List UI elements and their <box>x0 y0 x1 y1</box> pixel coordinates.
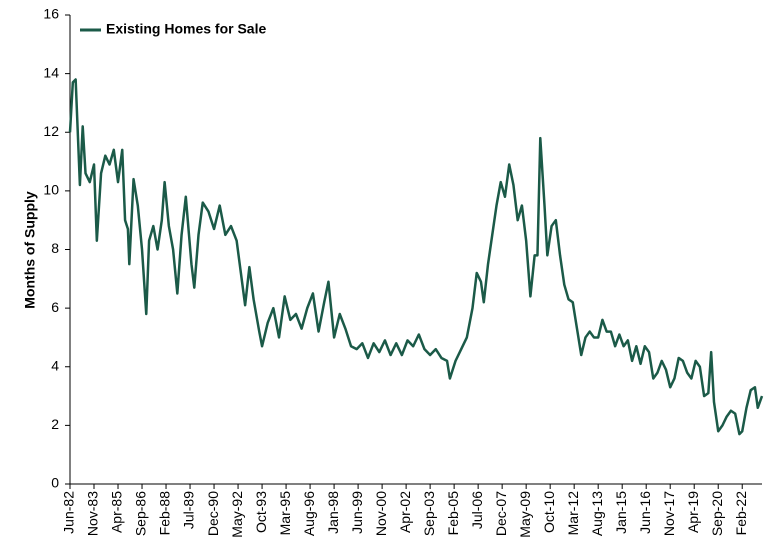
y-axis-label: Months of Supply <box>22 191 38 309</box>
y-tick-label: 4 <box>51 357 59 373</box>
x-tick-label: Nov-83 <box>85 491 101 536</box>
x-tick-label: Jan-98 <box>325 491 341 534</box>
x-tick-label: May-92 <box>229 491 245 538</box>
x-tick-label: Oct-10 <box>541 491 557 533</box>
y-tick-label: 10 <box>43 182 59 198</box>
x-tick-label: Feb-05 <box>445 491 461 536</box>
x-tick-label: Mar-95 <box>277 491 293 536</box>
x-tick-label: Aug-13 <box>589 491 605 536</box>
x-tick-label: Aug-96 <box>301 491 317 536</box>
x-tick-label: May-09 <box>517 491 533 538</box>
y-tick-label: 2 <box>51 416 59 432</box>
x-tick-label: Apr-19 <box>685 491 701 533</box>
x-tick-label: Dec-90 <box>205 491 221 536</box>
x-tick-label: Jun-16 <box>637 491 653 534</box>
x-tick-label: Jul-89 <box>181 491 197 529</box>
x-tick-label: Apr-85 <box>109 491 125 533</box>
y-tick-label: 12 <box>43 123 59 139</box>
x-tick-label: Jun-99 <box>349 491 365 534</box>
y-tick-label: 6 <box>51 299 59 315</box>
y-tick-label: 14 <box>43 64 59 80</box>
x-tick-label: Oct-93 <box>253 491 269 533</box>
x-tick-label: Sep-20 <box>709 491 725 536</box>
x-tick-label: Sep-03 <box>421 491 437 536</box>
x-tick-label: Sep-86 <box>133 491 149 536</box>
y-tick-label: 16 <box>43 6 59 22</box>
legend-label: Existing Homes for Sale <box>106 21 266 37</box>
x-tick-label: Feb-88 <box>157 491 173 536</box>
y-tick-label: 0 <box>51 475 59 491</box>
x-tick-label: Feb-22 <box>733 491 749 536</box>
x-tick-label: Jun-82 <box>61 491 77 534</box>
x-tick-label: Nov-00 <box>373 491 389 536</box>
x-tick-label: Mar-12 <box>565 491 581 536</box>
x-tick-label: Jul-06 <box>469 491 485 529</box>
series-line <box>68 78 764 436</box>
x-tick-label: Apr-02 <box>397 491 413 533</box>
y-tick-label: 8 <box>51 240 59 256</box>
x-tick-label: Nov-17 <box>661 491 677 536</box>
x-tick-label: Jan-15 <box>613 491 629 534</box>
x-tick-label: Dec-07 <box>493 491 509 536</box>
